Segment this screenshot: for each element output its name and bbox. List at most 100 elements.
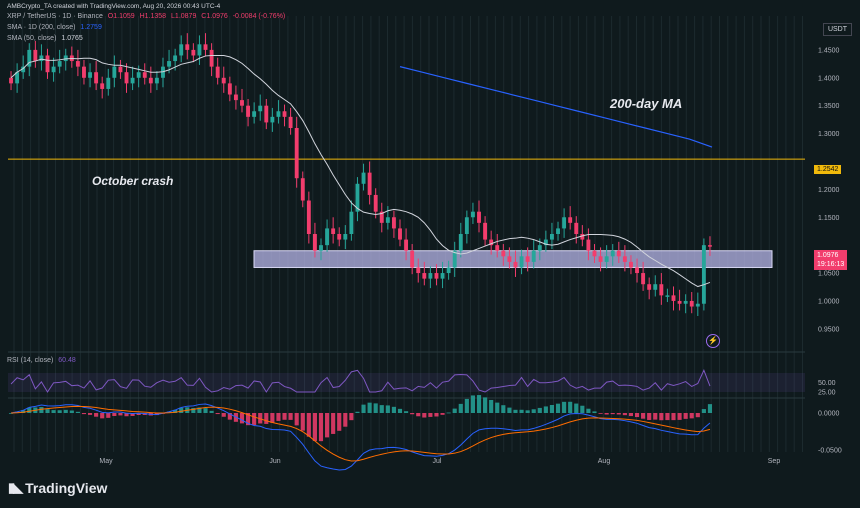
macd-histogram-bar (677, 413, 682, 420)
candle-body (82, 66, 86, 78)
macd-histogram-bar (343, 413, 348, 427)
candle-body (173, 55, 178, 62)
macd-histogram-bar (361, 404, 366, 413)
macd-histogram-bar (622, 413, 627, 416)
macd-histogram-bar (173, 409, 178, 413)
macd-histogram-bar (641, 413, 646, 419)
sma50-legend[interactable]: SMA (50, close) 1.0765 (7, 34, 83, 43)
macd-histogram-bar (112, 413, 117, 417)
candle-body (349, 211, 354, 234)
macd-histogram-bar (179, 407, 184, 413)
macd-histogram-bar (306, 413, 311, 437)
candle-body (94, 72, 99, 84)
macd-histogram-bar (288, 413, 293, 420)
candle-body (331, 228, 336, 234)
ohlc-change: -0.0084 (-0.76%) (232, 13, 286, 20)
macd-histogram-bar (391, 406, 396, 413)
candle-body (240, 100, 244, 106)
macd-histogram-bar (203, 408, 208, 413)
candle-body (361, 172, 366, 184)
candle-body (252, 111, 257, 117)
candle-body (191, 49, 196, 56)
last-price-value: 1.0976 (817, 252, 839, 259)
macd-histogram-bar (45, 409, 50, 413)
candle-body (422, 273, 427, 279)
bolt-icon[interactable]: ⚡ (706, 334, 720, 348)
candle-body (574, 222, 579, 234)
macd-histogram-bar (695, 413, 700, 418)
candle-body (556, 228, 560, 234)
candle-body (112, 66, 117, 78)
candle-body (404, 239, 409, 251)
macd-histogram-bar (452, 408, 457, 413)
candle-body (616, 250, 621, 257)
chart-grid (13, 16, 803, 452)
candle-body (203, 44, 208, 50)
macd-histogram-bar (355, 411, 360, 413)
candle-body (513, 261, 518, 268)
currency-badge[interactable]: USDT (822, 23, 852, 36)
macd-histogram-bar (422, 413, 427, 418)
macd-histogram-bar (525, 410, 530, 413)
sma200-legend[interactable]: SMA · 1D (200, close) 1.2759 (7, 23, 102, 32)
macd-histogram-bar (610, 413, 615, 415)
macd-histogram-bar (440, 413, 445, 415)
candle-body (337, 234, 342, 240)
candle-body (446, 267, 451, 274)
candle-body (9, 77, 13, 84)
candle-body (470, 211, 475, 218)
macd-histogram-bar (562, 401, 567, 413)
macd-histogram-bar (434, 413, 439, 417)
macd-histogram-bar (665, 413, 670, 421)
macd-histogram-bar (215, 413, 220, 415)
macd-histogram-bar (227, 413, 232, 420)
candle-body (519, 256, 524, 268)
tradingview-logo: ▮◣ TradingView (8, 480, 107, 496)
candle-body (531, 250, 536, 262)
macd-histogram-bar (555, 403, 561, 413)
macd-histogram-bar (258, 413, 263, 424)
rsi-legend[interactable]: RSI (14, close) 60.48 (7, 356, 76, 365)
candle-body (246, 105, 251, 117)
candle-body (306, 200, 311, 234)
macd-histogram-bar (294, 413, 299, 426)
macd-histogram-bar (8, 413, 14, 414)
candle-body (124, 72, 129, 84)
ma-annotation: 200-day MA (610, 96, 683, 111)
candle-body (641, 273, 646, 285)
macd-histogram-bar (501, 405, 506, 413)
candle-body (635, 267, 639, 274)
macd-histogram-bar (373, 403, 378, 413)
macd-histogram-bar (483, 397, 488, 413)
candle-body (507, 256, 512, 262)
tradingview-mark-icon: ▮◣ (8, 480, 23, 495)
macd-histogram-bar (495, 402, 500, 413)
macd-histogram-bar (136, 413, 141, 415)
candle-body (179, 44, 184, 56)
macd-histogram-bar (410, 413, 415, 415)
macd-histogram-bar (580, 405, 585, 413)
macd-histogram-bar (404, 411, 409, 413)
crash-annotation: October crash (92, 174, 174, 188)
candle-body (355, 183, 360, 212)
macd-histogram-bar (94, 413, 99, 417)
candle-body (63, 55, 68, 62)
macd-histogram-bar (476, 395, 482, 413)
candle-body (276, 111, 281, 117)
candle-body (270, 116, 275, 123)
macd-histogram-bar (464, 398, 469, 413)
candle-body (695, 303, 700, 307)
candle-body (325, 228, 330, 246)
macd-histogram-bar (385, 405, 390, 413)
time-tick-label: Aug (598, 458, 611, 465)
macd-tick-label: 0.0000 (818, 411, 840, 418)
candle-body (106, 77, 111, 89)
candle-body (215, 66, 220, 78)
rsi-legend-label: RSI (14, close) (7, 357, 54, 364)
candle-body (391, 217, 396, 229)
rsi-band (8, 373, 805, 392)
macd-histogram-bar (428, 413, 433, 417)
macd-histogram-bar (57, 410, 62, 413)
macd-histogram-bar (671, 413, 676, 421)
